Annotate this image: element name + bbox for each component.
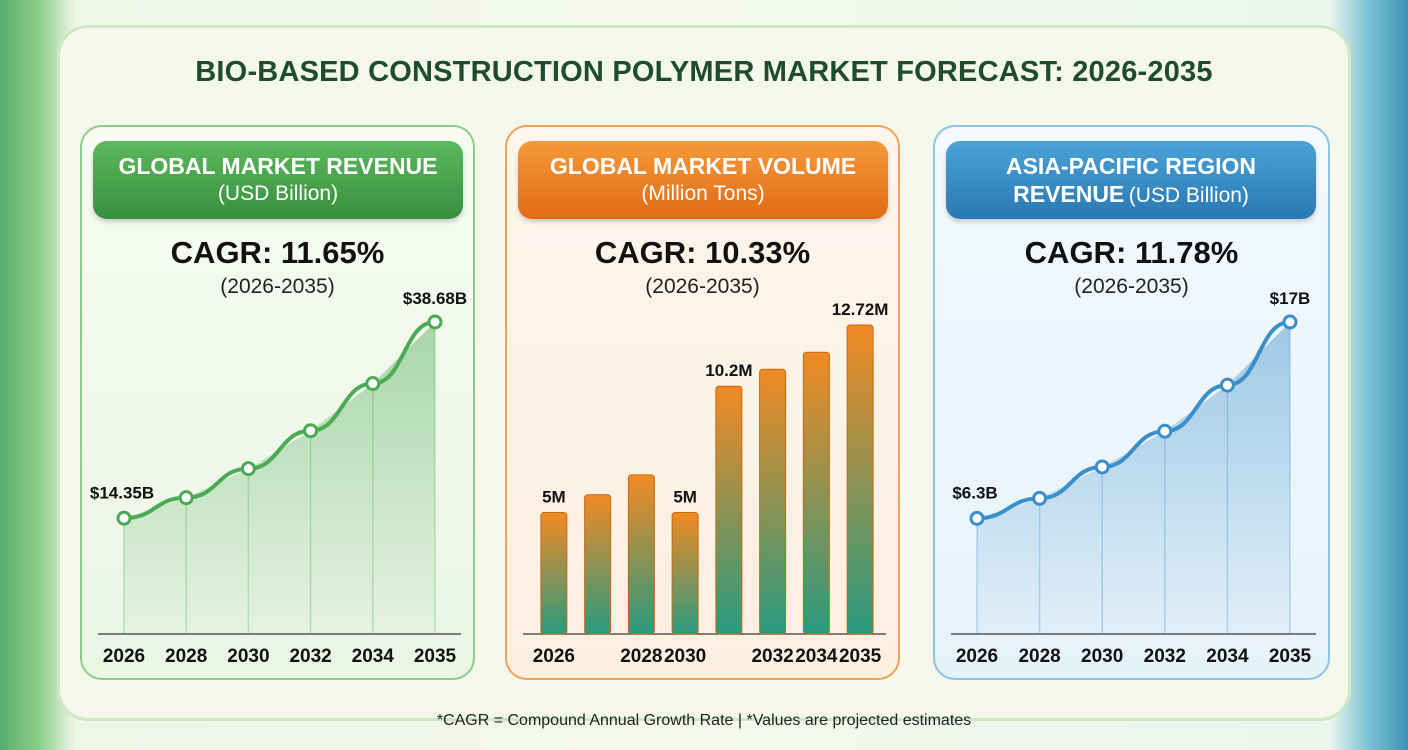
area — [124, 322, 435, 634]
cagr: CAGR: 11.78% — [1024, 235, 1239, 270]
data-label: $6.3B — [952, 483, 997, 502]
x-tick-label: 2026 — [533, 646, 575, 667]
x-tick-label: 2026 — [103, 646, 145, 667]
point — [365, 376, 381, 392]
point — [1032, 490, 1048, 506]
x-tick-label: 2026 — [956, 646, 998, 667]
period: (2026-2035) — [220, 275, 335, 298]
chart-unit: (USD Billion) — [1128, 184, 1249, 207]
panel-header: ASIA-PACIFIC REGION REVENUE (USD Billion… — [946, 141, 1316, 219]
point — [1094, 459, 1110, 475]
point — [969, 510, 985, 526]
bar — [540, 512, 568, 635]
footnote: *CAGR = Compound Annual Growth Rate | *V… — [436, 712, 972, 729]
chart: 2026 2028 2030 2032 2034 2035 5M 5M 10.2M 12.72M — [523, 300, 889, 667]
x-tick-label: 2032 — [1144, 646, 1186, 667]
x-tick-label: 2030 — [1081, 646, 1123, 667]
point — [178, 490, 194, 506]
data-label: 12.72M — [832, 300, 889, 319]
x-tick-label: 2030 — [227, 646, 269, 667]
bar — [671, 512, 699, 635]
bar — [759, 368, 787, 635]
page-title: BIO-BASED CONSTRUCTION POLYMER MARKET FO… — [195, 56, 1213, 88]
data-label: $38.68B — [403, 289, 467, 308]
point — [1219, 377, 1235, 393]
chart-title: GLOBAL MARKET REVENUE — [118, 153, 438, 179]
point — [1282, 314, 1298, 330]
bar — [802, 351, 830, 635]
bar — [627, 474, 655, 635]
x-tick-label: 2032 — [289, 646, 331, 667]
panel-header: GLOBAL MARKET REVENUE (USD Billion) — [93, 141, 463, 219]
cagr: CAGR: 11.65% — [170, 235, 385, 270]
point — [116, 510, 132, 526]
panel: 2026 2028 2030 2032 2034 2035 $6.3B $17B ASIA-P… — [933, 125, 1330, 680]
x-tick-label: 2034 — [1206, 646, 1249, 667]
point — [427, 314, 443, 330]
period: (2026-2035) — [1074, 275, 1189, 298]
period: (2026-2035) — [645, 275, 760, 298]
point — [1157, 423, 1173, 439]
x-tick-label: 2028 — [1018, 646, 1060, 667]
point — [240, 461, 256, 477]
panel-header: GLOBAL MARKET VOLUME (Million Tons) — [518, 141, 888, 219]
x-tick-label: 2028 — [165, 646, 207, 667]
data-label: $17B — [1270, 289, 1311, 308]
x-tick-label: 2034 — [795, 646, 838, 667]
chart-unit: (USD Billion) — [217, 182, 339, 205]
bar — [715, 385, 743, 635]
bar — [584, 494, 612, 635]
chart: 2026 2028 2030 2032 2034 2035 $14.35B $38.68B — [90, 289, 467, 667]
x-tick-label: 2035 — [414, 646, 457, 667]
chart-title: GLOBAL MARKET VOLUME — [549, 153, 857, 179]
x-tick-label: 2034 — [352, 646, 395, 667]
chart-unit: (Million Tons) — [641, 182, 765, 205]
point — [303, 423, 319, 439]
x-tick-label: 2030 — [664, 646, 706, 667]
panel: 2026 2028 2030 2032 2034 2035 $14.35B $38.68B G… — [80, 125, 475, 680]
x-tick-label: 2028 — [620, 646, 662, 667]
x-tick-label: 2035 — [1269, 646, 1312, 667]
data-label: $14.35B — [90, 483, 154, 502]
cagr: CAGR: 10.33% — [594, 235, 811, 270]
x-tick-label: 2035 — [839, 646, 882, 667]
data-label: 5M — [673, 488, 697, 507]
chart: 2026 2028 2030 2032 2034 2035 $6.3B $17B — [951, 289, 1316, 667]
header-text: ASIA-PACIFIC REGION REVENUE (USD Billion… — [981, 152, 1281, 210]
bar — [846, 324, 874, 635]
chart-title: ASIA-PACIFIC REGION REVENUE — [1005, 153, 1257, 207]
data-label: 10.2M — [705, 361, 752, 380]
panel: 2026 2028 2030 2032 2034 2035 5M 5M 10.2M 12.72M … — [505, 125, 900, 680]
data-label: 5M — [542, 488, 566, 507]
area — [977, 322, 1290, 634]
x-tick-label: 2032 — [751, 646, 793, 667]
